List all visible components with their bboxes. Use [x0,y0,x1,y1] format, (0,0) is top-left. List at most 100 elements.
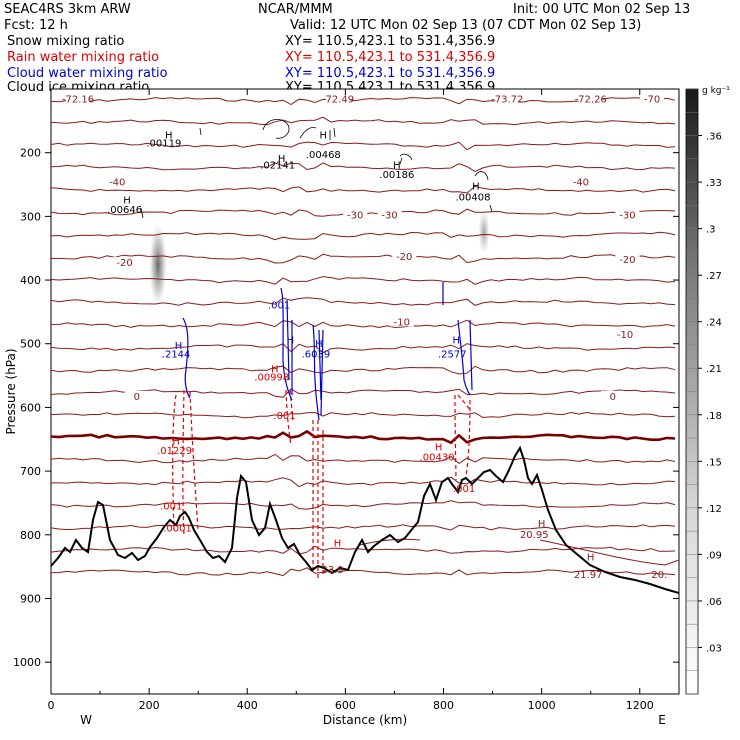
maximum-label: .02141 [260,161,295,172]
isotherm-label-bg [377,209,402,220]
isotherm-label-bg [343,209,368,220]
maximum-label: .001 [453,484,475,495]
rain-contour [285,389,294,446]
maximum-label: .2144 [162,350,191,361]
colorbar-tick-label: .09 [706,550,722,561]
isotherm [51,524,676,531]
maximum-label: .01229 [157,446,192,457]
cloud-ice-contour [399,153,413,165]
isotherm-label-bg [613,329,638,340]
x-tick-label: 1200 [626,699,654,712]
isotherm-label: -30 [347,210,363,221]
y-tick-label: 800 [20,529,41,542]
maximum-label: .00646 [107,205,142,216]
field-label-cloud-water: Cloud water mixing ratio [7,66,168,81]
cloud-ice-contour [262,119,317,139]
colorbar-unit: g kg⁻¹ [702,86,730,96]
maximum-label: 20. [651,570,667,581]
isotherm [51,253,676,264]
maximum-label: H [435,443,443,454]
cloud-water-contour [312,324,324,421]
isotherm-label-bg [389,316,414,327]
isotherm-label-bg [326,93,351,104]
isotherm-label: -10 [394,317,410,328]
maximum-label: H [175,341,183,352]
isotherm-label: -70 [644,94,660,105]
maximum-label: .001 [268,301,290,312]
axes: 200 300 400 500 600 700 800 900 1000 0 200 400 600 80… [4,89,679,727]
y-axis-label: Pressure (hPa) [4,348,18,434]
isotherm-label-bg [578,93,603,104]
maximum-label: .00186 [379,170,414,181]
cloud-ice-contour [474,171,493,213]
maxima-labels: H.00119H.02141H.00468H.00186H.00408H.006… [107,131,667,581]
maximum-label: H [287,336,295,347]
rain-contour [172,389,199,536]
colorbar-tick-label: .03 [706,643,722,654]
isotherm-label-bg [615,209,640,220]
maximum-label: H [123,196,131,207]
field-xy-cloud-water: XY= 110.5,423.1 to 531.4,356.9 [285,66,496,81]
maximum-label: .00408 [455,192,490,203]
valid-time: Valid: 12 UTC Mon 02 Sep 13 (07 CDT Mon … [290,18,642,33]
snow-shading [478,210,490,254]
isotherm [51,343,676,354]
colorbar-tick-label: .15 [706,457,722,468]
isotherm [51,476,676,488]
y-tick-label: 700 [20,465,41,478]
maximum-label: .00430 [420,452,455,463]
maximum-label: .001 [273,411,295,422]
isotherm-label: -30 [381,210,397,221]
field-xy-snow: XY= 110.5,423.1 to 531.4,356.9 [285,34,496,49]
colorbar-tick-label: .36 [706,132,722,143]
maximum-label: H [320,131,328,142]
isotherm-label-bg [640,93,665,104]
isotherm-label: -73.72 [491,94,523,105]
rain-contour [312,420,324,578]
organization-label: NCAR/MMM [258,2,333,17]
maximum-label: H [271,364,279,375]
isotherm-label: -72.49 [322,94,354,105]
x-tick-label: 200 [139,699,160,712]
isotherm [51,500,676,510]
colorbar-tick-label: .33 [706,178,722,189]
model-title: SEAC4RS 3km ARW [4,2,131,17]
isotherm [51,567,676,577]
isotherm-label: -30 [619,210,635,221]
isotherm-label: -10 [617,330,633,341]
x-tick-label: 1000 [528,699,556,712]
field-label-rain: Rain water mixing ratio [7,50,160,65]
east-label: E [658,713,666,727]
isotherm-label-bg [600,390,625,401]
isotherm-label-bg [615,253,640,264]
x-tick-label: 400 [237,699,258,712]
maximum-label: H [334,538,342,549]
maximum-label: .00998 [254,373,289,384]
isotherm [51,453,676,465]
isotherm [51,365,676,375]
cloud-water-contour [182,317,191,399]
maximum-label: H [278,154,286,165]
x-tick-label: 600 [335,699,356,712]
isotherm-label: -20 [619,255,635,266]
colorbar-ticks: .36 .33 .3 .27 .24 .21 .18 .15 .12 .09 .06 .03 [686,88,722,695]
isotherm-label: 0 [610,392,616,403]
maximum-label: H [472,182,480,193]
y-tick-label: 600 [20,401,41,414]
maximum-label: .6039 [302,350,331,361]
isotherm-label-bg [105,176,130,187]
cloud-water-contours [182,282,473,421]
y-tick-label: 300 [20,210,41,223]
cloud-water-contour [442,282,473,396]
terrain-line [51,445,679,594]
rain-contour [454,394,471,481]
maximum-label: H [393,161,401,172]
maximum-label: .00468 [306,150,341,161]
rain-contours [172,389,471,578]
forecast-hour: Fcst: 12 h [4,18,68,33]
isotherm [51,185,676,194]
isotherm-label-bg [65,93,90,104]
cloud-ice-contour [329,127,336,140]
cloud-water-contour [280,287,293,401]
